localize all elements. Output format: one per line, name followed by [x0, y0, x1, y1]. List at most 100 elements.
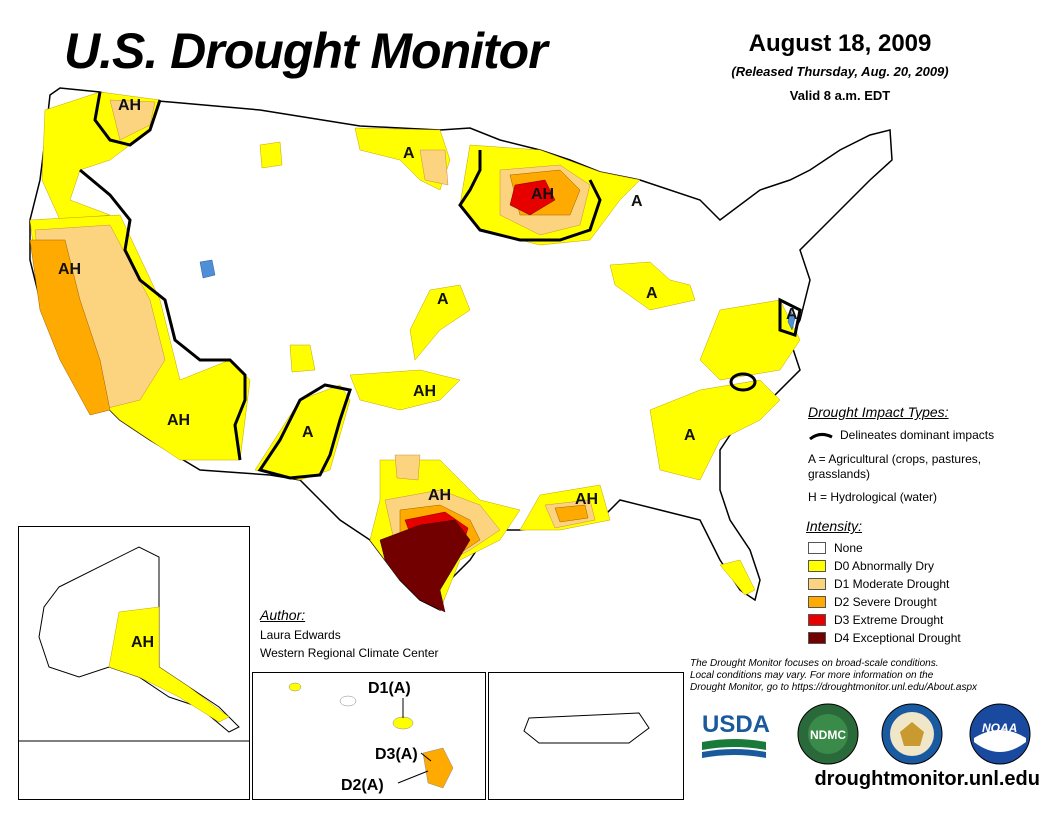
d1-north-dakota [419, 149, 449, 186]
d4-areas [379, 519, 471, 613]
label-a-ohio: A [646, 285, 658, 302]
author-title: Author: [260, 607, 306, 623]
label-d3: D3(A) [375, 746, 418, 763]
d1-idaho [109, 99, 156, 141]
impact-lines [79, 91, 802, 480]
hawaii-big-island [422, 747, 454, 789]
intensity-title: Intensity: [806, 518, 863, 534]
swatch-none [808, 542, 826, 554]
label-ah-california: AH [58, 261, 81, 278]
legend-item-d4: D4 Exceptional Drought [808, 630, 961, 646]
d4-texas [379, 519, 471, 613]
label-ah-texas: AH [428, 487, 451, 504]
impact-types-title: Drought Impact Types: [808, 404, 949, 420]
label-ah-wisconsin: AH [531, 186, 554, 203]
chesapeake-bay [787, 309, 796, 331]
label-a-virginia: A [786, 306, 798, 323]
noaa-logo[interactable]: NOAA [968, 702, 1032, 766]
swatch-d0 [808, 560, 826, 572]
leader-d3 [420, 752, 432, 762]
impact-agricultural-label: A = Agricultural (crops, pastures, [808, 452, 982, 466]
legend-label-d3: D3 Extreme Drought [834, 613, 944, 627]
hawaii-kauai [288, 682, 302, 692]
label-ah-northwest: AH [118, 97, 141, 114]
site-url[interactable]: droughtmonitor.unl.edu [814, 768, 1040, 790]
water-bodies [199, 259, 796, 331]
footer-note-line-1: The Drought Monitor focuses on broad-sca… [690, 658, 939, 669]
impact-line-west [79, 168, 247, 461]
footer-note-line-3[interactable]: Drought Monitor, go to https://droughtmo… [690, 682, 978, 693]
label-d2: D2(A) [341, 777, 384, 794]
d0-montana-patch [259, 141, 283, 169]
legend-item-d1: D1 Moderate Drought [808, 576, 949, 592]
valid-time: Valid 8 a.m. EDT [789, 88, 891, 103]
us-outline [29, 87, 893, 612]
impact-line-nc [729, 372, 757, 392]
d2-louisiana [554, 504, 589, 523]
impact-line-upper-midwest [458, 150, 602, 242]
commerce-seal[interactable] [880, 702, 944, 766]
label-a-michigan: A [631, 193, 643, 210]
impact-line-new-mexico [257, 383, 352, 480]
label-ah-alaska: AH [131, 634, 154, 651]
d0-florida [719, 559, 756, 596]
release-date: (Released Thursday, Aug. 20, 2009) [731, 64, 949, 79]
noaa-logo-text: NOAA [982, 721, 1017, 735]
label-d1: D1(A) [368, 680, 411, 697]
author-org: Western Regional Climate Center [260, 646, 439, 660]
ndmc-logo-text: NDMC [810, 728, 846, 742]
swatch-d4 [808, 632, 826, 644]
legend-label-none: None [834, 541, 863, 555]
d0-kansas [349, 369, 461, 411]
author-name: Laura Edwards [260, 628, 341, 642]
puerto-rico-inset [488, 672, 684, 800]
legend-item-d2: D2 Severe Drought [808, 594, 937, 610]
d1-kansas [394, 454, 421, 481]
d2-california [29, 239, 111, 416]
page-title: U.S. Drought Monitor [64, 23, 548, 79]
label-a-new-mexico: A [302, 424, 314, 441]
d0-colorado-patch [289, 344, 316, 373]
alaska-map: AH [19, 546, 249, 742]
impact-line-virginia [778, 297, 802, 337]
hawaii-map: D1(A) D3(A) D2(A) [288, 680, 454, 794]
swatch-d1 [808, 578, 826, 590]
impact-delineates-label: Delineates dominant impacts [840, 428, 995, 442]
swatch-d2 [808, 596, 826, 608]
impact-hydrological-label: H = Hydrological (water) [808, 490, 938, 504]
puerto-rico-outline [523, 712, 650, 744]
swatch-d3 [808, 614, 826, 626]
leader-d2 [397, 770, 429, 784]
footer-note-line-2: Local conditions may vary. For more info… [690, 670, 934, 681]
alaska-d0 [108, 606, 230, 723]
impact-line-northwest [93, 91, 162, 147]
map-date: August 18, 2009 [748, 30, 932, 57]
legend-item-none: None [808, 540, 863, 556]
legend-label-d4: D4 Exceptional Drought [834, 631, 961, 645]
footer-note: The Drought Monitor focuses on broad-sca… [690, 658, 1040, 694]
hawaii-inset: D1(A) D3(A) D2(A) [252, 672, 486, 800]
ndmc-logo[interactable]: NDMC [796, 702, 860, 766]
label-ah-kansas: AH [413, 383, 436, 400]
d0-carolina-georgia [649, 379, 781, 481]
hawaii-oahu [339, 695, 357, 707]
label-a-nebraska: A [437, 291, 449, 308]
delineates-line-icon [809, 432, 833, 441]
legend-label-d2: D2 Severe Drought [834, 595, 937, 609]
d3-wisconsin [509, 179, 556, 216]
label-ah-arizona: AH [167, 412, 190, 429]
legend-item-d0: D0 Abnormally Dry [808, 558, 934, 574]
d0-nebraska [409, 284, 471, 361]
great-salt-lake [199, 259, 216, 279]
usda-logo[interactable]: USDA [700, 706, 770, 760]
d0-michigan [609, 261, 696, 311]
alaska-inset: AH [18, 526, 250, 800]
legend-item-d3: D3 Extreme Drought [808, 612, 943, 628]
label-ah-louisiana: AH [575, 491, 598, 508]
usda-logo-text: USDA [702, 711, 770, 738]
label-a-north-dakota: A [403, 145, 415, 162]
puerto-rico-map [523, 712, 650, 744]
hawaii-maui [392, 716, 414, 730]
impact-delineates-row: Delineates dominant impacts [808, 428, 994, 442]
